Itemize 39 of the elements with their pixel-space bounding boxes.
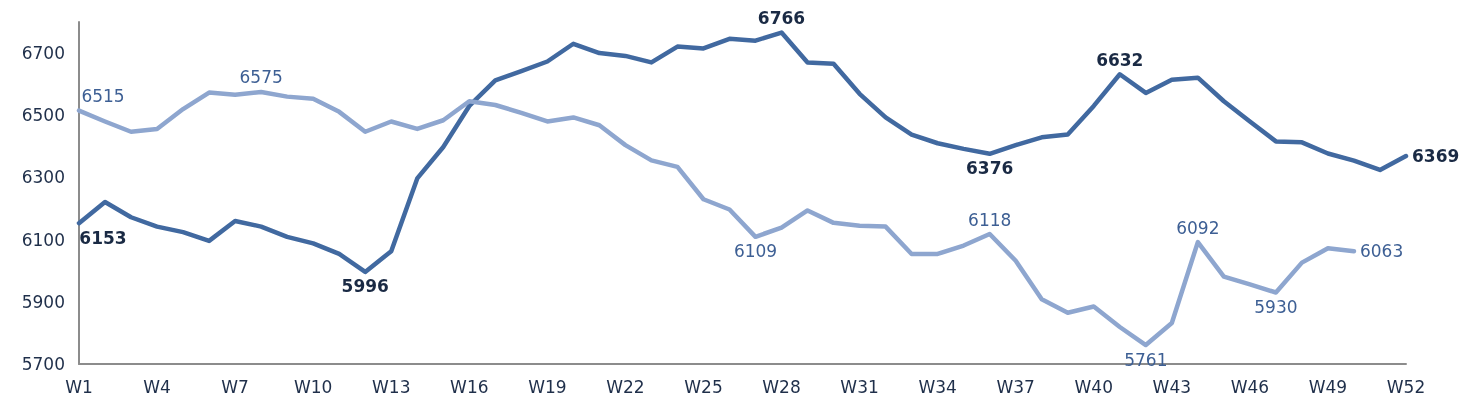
x-tick-label: W13: [372, 376, 411, 397]
data-label: 6376: [966, 158, 1014, 179]
x-tick-label: W40: [1074, 376, 1113, 397]
x-tick-label: W4: [143, 376, 171, 397]
data-label: 6632: [1096, 49, 1144, 70]
y-tick-label: 5900: [21, 291, 65, 312]
data-label: 5930: [1254, 296, 1298, 317]
data-label: 6092: [1176, 217, 1220, 238]
data-label: 6109: [733, 241, 778, 262]
x-tick-label: W43: [1152, 376, 1192, 397]
y-tick-label: 6500: [21, 105, 65, 126]
x-tick-label: W22: [606, 376, 645, 397]
x-tick-label: W1: [65, 376, 93, 397]
x-tick-label: W49: [1308, 376, 1348, 397]
line-series: [76, 89, 1357, 348]
x-tick-label: W7: [221, 376, 249, 397]
y-tick-label: 6100: [21, 229, 65, 250]
data-label: 6575: [239, 67, 283, 88]
data-label: 6118: [968, 209, 1012, 230]
data-label: 5996: [341, 276, 389, 297]
x-tick-label: W37: [996, 376, 1035, 397]
data-label: 6515: [81, 86, 125, 107]
x-tick-label: W52: [1386, 376, 1426, 397]
x-tick-label: W46: [1230, 376, 1270, 397]
data-label: 6063: [1359, 241, 1404, 262]
y-tick-label: 6300: [21, 167, 65, 188]
line-series: [76, 30, 1409, 275]
x-tick-label: W19: [528, 376, 567, 397]
x-tick-label: W28: [762, 376, 801, 397]
y-tick-label: 6700: [21, 43, 65, 64]
data-label: 6766: [757, 8, 806, 29]
x-tick-label: W31: [840, 376, 879, 397]
x-tick-label: W10: [293, 376, 333, 397]
x-tick-label: W34: [918, 376, 957, 397]
x-tick-label: W25: [684, 376, 723, 397]
x-tick-label: W16: [450, 376, 489, 397]
y-tick-label: 5700: [21, 354, 65, 374]
data-label: 6369: [1412, 146, 1460, 166]
data-label: 6153: [79, 227, 127, 248]
